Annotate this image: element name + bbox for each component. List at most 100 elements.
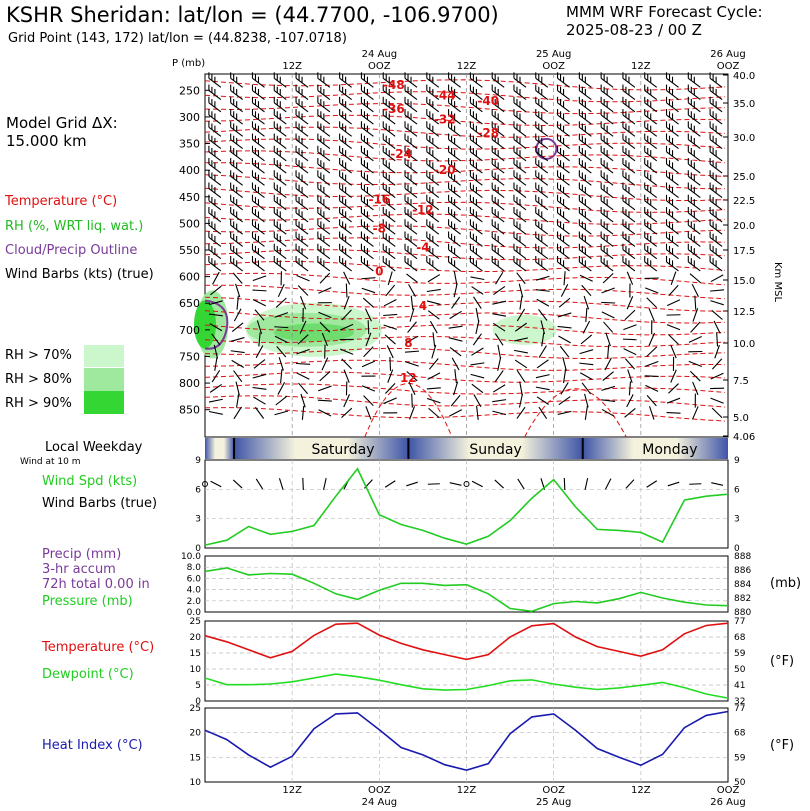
wind-barb <box>581 382 592 395</box>
wind-barb <box>273 182 287 198</box>
wind-barb <box>360 145 374 162</box>
wind-speed-line <box>204 467 729 546</box>
time-axis-date-label: 24 Aug <box>362 797 397 808</box>
heat-index-panel-y2tick: 59 <box>734 753 746 763</box>
wind-barb <box>513 84 527 101</box>
wind-barb <box>492 410 507 416</box>
isotherm-label: -24 <box>390 147 412 161</box>
wind-barb <box>646 346 658 357</box>
wind-barb <box>230 350 245 354</box>
wind-barb <box>426 133 440 149</box>
wind-barb <box>296 362 311 365</box>
wind-barb <box>516 370 526 383</box>
isotherm-line <box>204 260 726 272</box>
wind-barb <box>253 396 266 405</box>
wind-barb <box>449 346 462 357</box>
wind-barb <box>339 145 352 162</box>
wind-barb <box>230 84 244 101</box>
wind-barb <box>339 158 352 174</box>
wind-barb <box>687 158 701 174</box>
wind-barb <box>469 109 483 125</box>
wind-barb <box>426 397 441 404</box>
wind-barb <box>497 356 502 371</box>
wind-barb <box>644 182 658 198</box>
surface-wind-barb <box>210 480 222 488</box>
wind-barb <box>709 206 723 223</box>
wind-barb <box>710 274 724 283</box>
wind-barb <box>273 133 287 149</box>
time-axis-hour-label: 12Z <box>457 785 477 796</box>
surface-wind-barb <box>667 481 680 487</box>
wind-barb <box>513 231 527 247</box>
surface-wind-barb <box>406 481 418 487</box>
pressure-tick-label: 650 <box>179 297 200 310</box>
wind-barb <box>448 133 461 149</box>
wind-barb <box>513 109 527 125</box>
wind-barb <box>230 337 245 342</box>
wind-barb <box>233 308 242 322</box>
isotherm-label: -16 <box>368 192 390 206</box>
time-axis-date-label: 26 Aug <box>710 49 745 60</box>
wind-barb <box>491 158 505 174</box>
isotherm-line <box>204 126 726 138</box>
wind-barb <box>339 182 352 198</box>
wind-barb <box>274 335 288 344</box>
wind-barb <box>426 145 440 162</box>
wind-barb <box>448 219 461 235</box>
wind-barb <box>449 409 463 417</box>
wind-barb <box>535 170 549 186</box>
local-weekday-label: Local Weekday <box>45 440 143 455</box>
wind-barb <box>208 255 222 272</box>
wind-barb <box>382 170 396 186</box>
wind-barb <box>251 72 265 88</box>
wind-barb <box>692 381 699 396</box>
wind-barb <box>404 145 418 162</box>
wind-barb <box>557 145 570 162</box>
wind-barb <box>427 372 441 380</box>
wind-barb <box>557 219 570 235</box>
wind-barb <box>494 370 504 383</box>
wind-barb <box>404 170 418 186</box>
isotherm-label: -40 <box>477 94 499 108</box>
wind-barb <box>251 219 265 235</box>
heat-index-panel-y2tick: 68 <box>734 729 746 739</box>
wind-barb <box>296 372 310 380</box>
height-tick-label: 20.0 <box>733 221 755 232</box>
wind-barb <box>624 358 635 370</box>
wind-barb <box>213 344 219 359</box>
wind-barb <box>360 194 374 211</box>
wind-barb <box>557 133 570 149</box>
wind-barb <box>278 357 284 371</box>
wind-barb <box>275 395 288 406</box>
wind-barb <box>709 231 723 247</box>
wind-barb <box>212 271 220 285</box>
wind-barb <box>557 121 570 137</box>
wind-barb <box>666 397 681 404</box>
height-tick-label: 7.5 <box>733 376 749 387</box>
isotherm-label: -36 <box>383 102 405 116</box>
wind-barb <box>360 84 374 101</box>
wind-barb <box>644 360 659 367</box>
wind-barb <box>319 321 331 333</box>
wind-barb <box>233 406 242 420</box>
wind-barb <box>469 133 483 149</box>
wind-barb <box>230 133 244 149</box>
height-tick-label: 15.0 <box>733 276 755 287</box>
wind-barb <box>230 219 244 235</box>
wind-barb <box>493 285 506 295</box>
wind-barb <box>404 158 418 174</box>
wind-barb <box>622 231 636 247</box>
isotherm-label: -28 <box>477 126 499 140</box>
wind-barb <box>535 255 549 272</box>
wind-barb <box>383 298 397 307</box>
wind-barb <box>360 96 374 113</box>
wind-barb <box>644 72 658 88</box>
model-grid-label: Model Grid ΔX: <box>6 114 118 132</box>
surface-wind-barb <box>517 478 525 490</box>
wind-barb <box>578 121 592 137</box>
wind-barb <box>578 182 592 198</box>
wind-barb <box>535 145 549 162</box>
wind-barb <box>274 312 289 318</box>
calm-wind-marker <box>202 481 208 487</box>
wind-barb <box>602 272 614 284</box>
